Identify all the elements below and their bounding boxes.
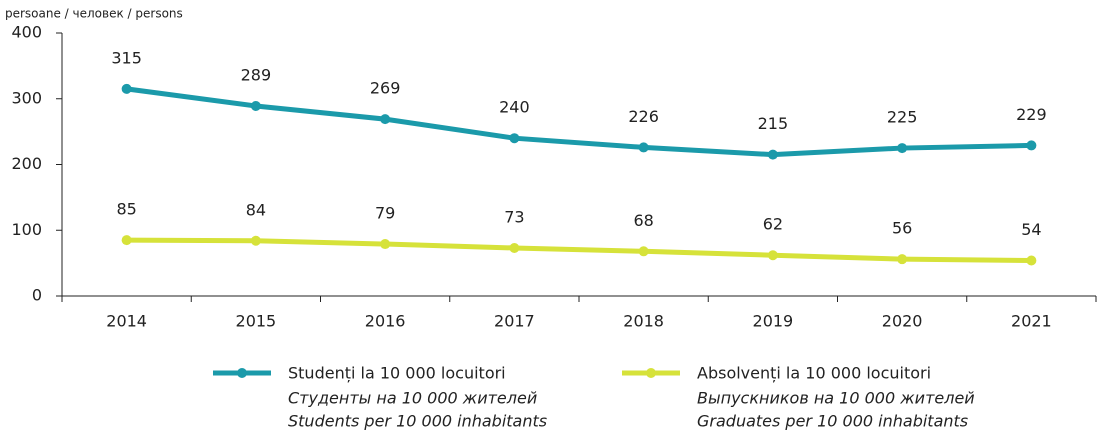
data-label: 79 <box>375 204 395 223</box>
data-label: 226 <box>628 107 659 126</box>
x-tick-label: 2020 <box>882 312 923 331</box>
legend-marker <box>646 368 656 378</box>
data-label: 240 <box>499 98 530 117</box>
x-tick-label: 2015 <box>236 312 277 331</box>
data-point <box>638 142 649 153</box>
y-tick-label: 0 <box>32 286 42 305</box>
x-tick-label: 2021 <box>1011 312 1052 331</box>
legend-label: Студенты на 10 000 жителей <box>288 389 537 408</box>
data-point <box>380 114 391 125</box>
data-point <box>767 250 778 261</box>
legend-label: Students per 10 000 inhabitants <box>288 412 547 431</box>
data-point <box>250 235 261 246</box>
y-tick-label: 300 <box>11 88 42 107</box>
data-label: 315 <box>111 48 142 67</box>
data-point <box>1026 140 1037 151</box>
x-tick-label: 2019 <box>753 312 794 331</box>
x-tick-label: 2016 <box>365 312 406 331</box>
legend-label: Absolvenți la 10 000 locuitori <box>697 364 931 383</box>
legend-label: Выпускников на 10 000 жителей <box>697 389 975 408</box>
data-point <box>638 246 649 257</box>
y-tick-label: 100 <box>11 220 42 239</box>
data-point <box>897 143 908 154</box>
data-point <box>767 149 778 160</box>
series-line <box>126 237 1032 263</box>
data-label: 54 <box>1021 220 1041 239</box>
data-label: 68 <box>633 211 653 230</box>
y-tick-label: 400 <box>11 23 42 42</box>
series-line <box>126 86 1032 158</box>
data-point <box>121 235 132 246</box>
data-point <box>380 239 391 250</box>
data-label: 85 <box>116 200 136 219</box>
data-label: 225 <box>887 108 918 127</box>
y-axis-label: persoane / человек / persons <box>5 7 183 21</box>
data-point <box>250 100 261 111</box>
data-label: 84 <box>246 200 266 219</box>
data-point <box>509 133 520 144</box>
data-label: 73 <box>504 208 524 227</box>
legend-label: Graduates per 10 000 inhabitants <box>697 412 968 431</box>
x-tick-label: 2017 <box>494 312 535 331</box>
data-label: 229 <box>1016 105 1047 124</box>
data-label: 289 <box>241 65 272 84</box>
data-point <box>1026 255 1037 266</box>
data-point <box>897 254 908 265</box>
data-label: 215 <box>758 114 789 133</box>
data-label: 56 <box>892 219 912 238</box>
x-tick-label: 2018 <box>623 312 664 331</box>
y-tick-label: 200 <box>11 154 42 173</box>
data-point <box>509 243 520 254</box>
data-label: 269 <box>370 79 401 98</box>
data-point <box>121 83 132 94</box>
data-label: 62 <box>763 215 783 234</box>
legend-label: Studenți la 10 000 locuitori <box>288 364 506 383</box>
x-tick-label: 2014 <box>106 312 147 331</box>
legend-marker <box>237 368 247 378</box>
